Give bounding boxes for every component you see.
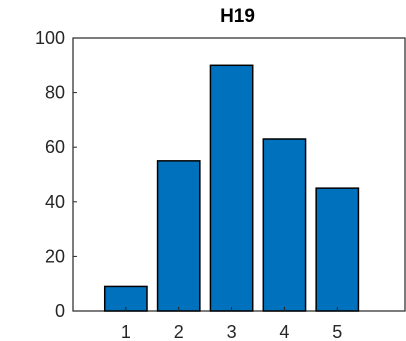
chart-title: H19 [220,6,255,27]
bar-2 [156,160,201,312]
x-tick-label: 2 [174,322,184,341]
y-axis-ticks: 0 20 40 60 80 100 [35,28,77,321]
x-tick-label: 5 [332,322,342,341]
bar-4 [262,138,307,312]
y-tick-label: 100 [35,28,65,48]
bar-5 [315,187,360,312]
y-tick-label: 60 [45,137,65,157]
bar-series [103,64,360,312]
x-tick-label: 1 [121,322,131,341]
y-tick-label: 20 [45,246,65,266]
y-tick-label: 80 [45,83,65,103]
x-tick-label: 3 [227,322,237,341]
x-tick-label: 4 [279,322,289,341]
x-axis-ticks: 1 2 3 4 5 [121,307,342,341]
plot-area: 0 20 40 60 80 100 1 2 3 4 5 [35,28,406,341]
y-tick-label: 40 [45,192,65,212]
y-tick-label: 0 [55,301,65,321]
bar-3 [209,64,254,312]
